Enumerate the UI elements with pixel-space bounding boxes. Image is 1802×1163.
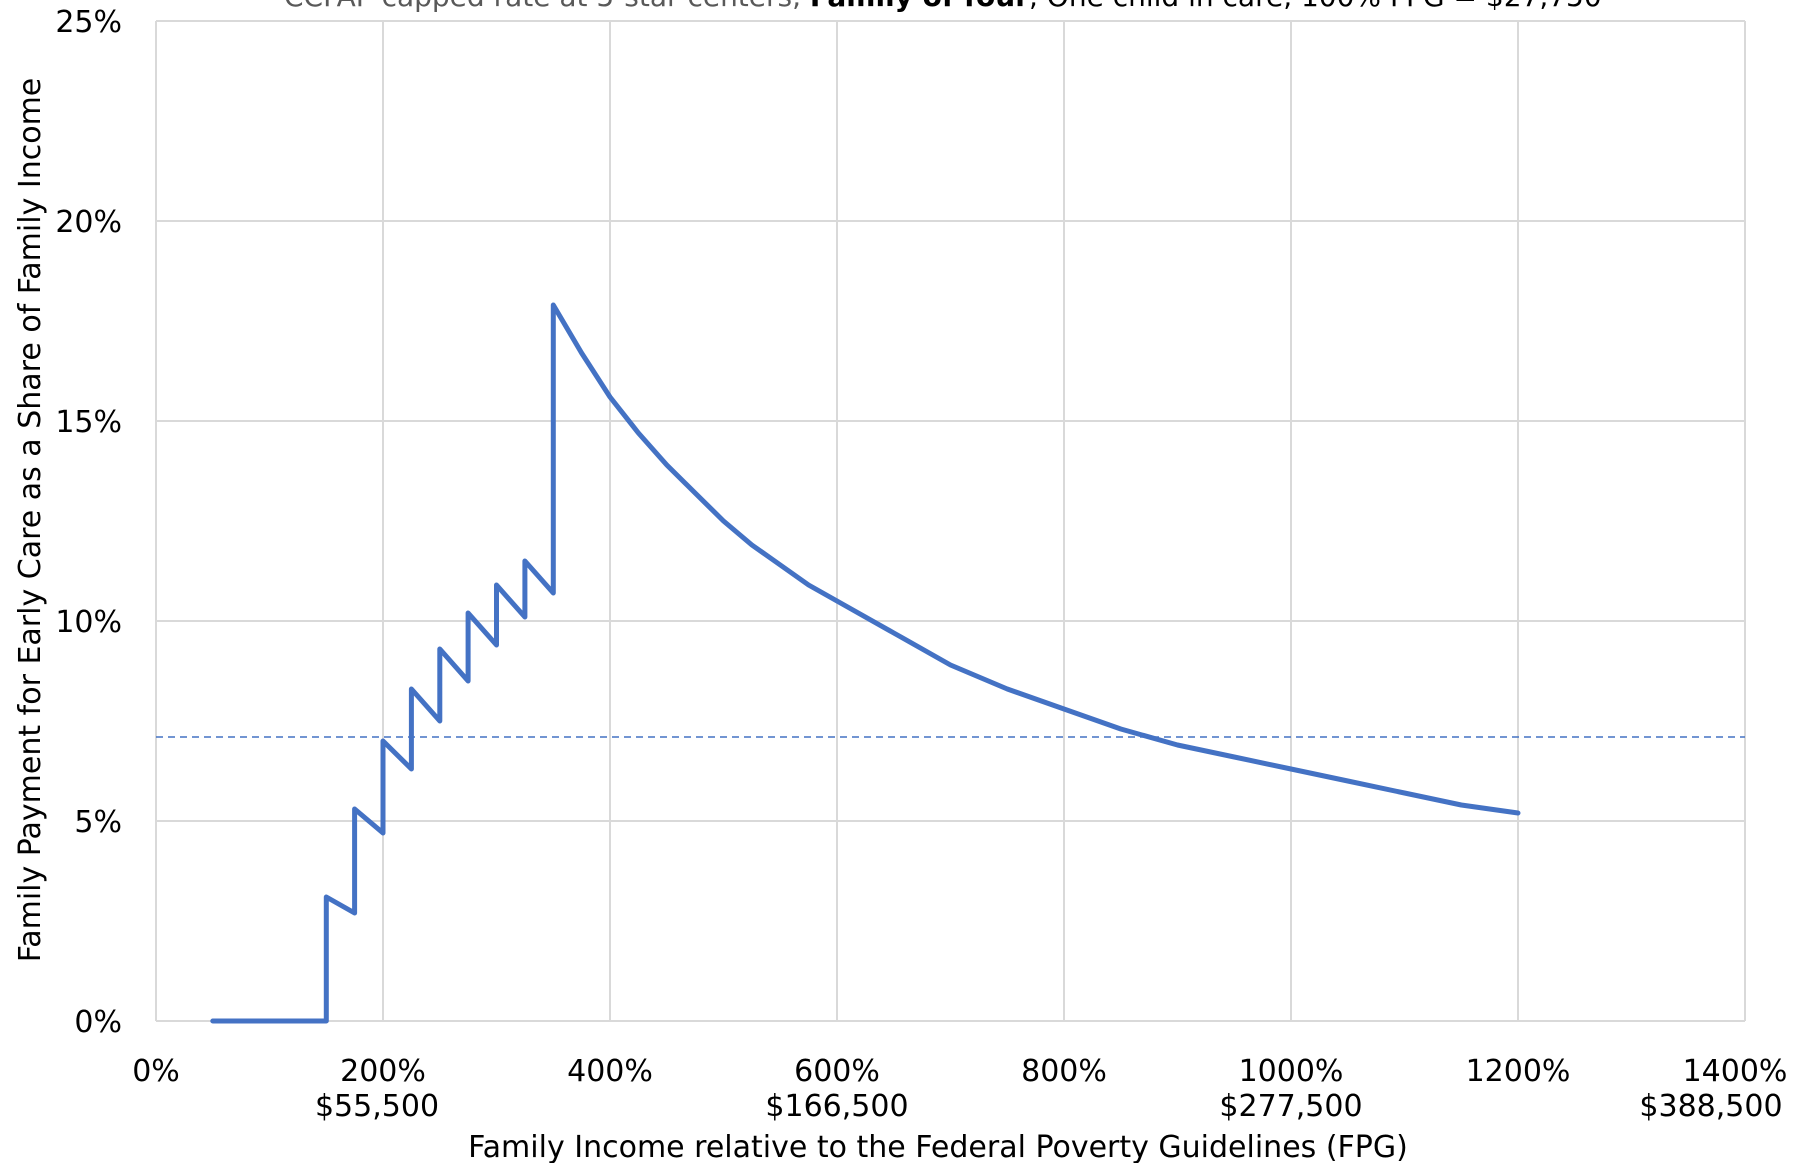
x-axis-title: Family Income relative to the Federal Po… [468, 1130, 1408, 1163]
y-tick-label: 0% [74, 1005, 122, 1040]
y-tick-label: 10% [55, 605, 122, 640]
series-line [210, 302, 1521, 1024]
x-tick-label: 600% [794, 1054, 880, 1089]
x-tick-label: 1000% [1239, 1054, 1344, 1089]
y-tick-label: 5% [74, 805, 122, 840]
chart-subtitle-part2: Family of four [810, 0, 1029, 13]
x-tick-label: 0% [132, 1054, 180, 1089]
y-tick-label: 20% [55, 205, 122, 240]
y-axis-title: Family Payment for Early Care as a Share… [13, 78, 48, 963]
chart-subtitle: *CCFAP capped rate at 5-star centers, Fa… [270, 0, 1602, 13]
y-tick-label: 25% [55, 5, 122, 40]
x-tick-label: 800% [1021, 1054, 1107, 1089]
x-tick-label: 1400% [1683, 1054, 1788, 1089]
chart-subtitle-part3: , One child in care, 100% FPG = $27,750 [1029, 0, 1602, 13]
chart-subtitle-part1: *CCFAP capped rate at 5-star centers, [270, 0, 810, 13]
x-tick-sublabel: $55,500 [315, 1089, 439, 1124]
x-tick-label: 1200% [1466, 1054, 1571, 1089]
x-tick-sublabel: $388,500 [1639, 1089, 1782, 1124]
y-tick-label: 15% [55, 405, 122, 440]
x-tick-label: 400% [567, 1054, 653, 1089]
x-tick-label: 200% [340, 1054, 426, 1089]
plot-area: 0% 5% 10% 15% 20% 25% 0% 200%$55,500 400% 600%$16… [55, 5, 1787, 1124]
x-tick-sublabel: $277,500 [1219, 1089, 1362, 1124]
x-tick-sublabel: $166,500 [765, 1089, 908, 1124]
